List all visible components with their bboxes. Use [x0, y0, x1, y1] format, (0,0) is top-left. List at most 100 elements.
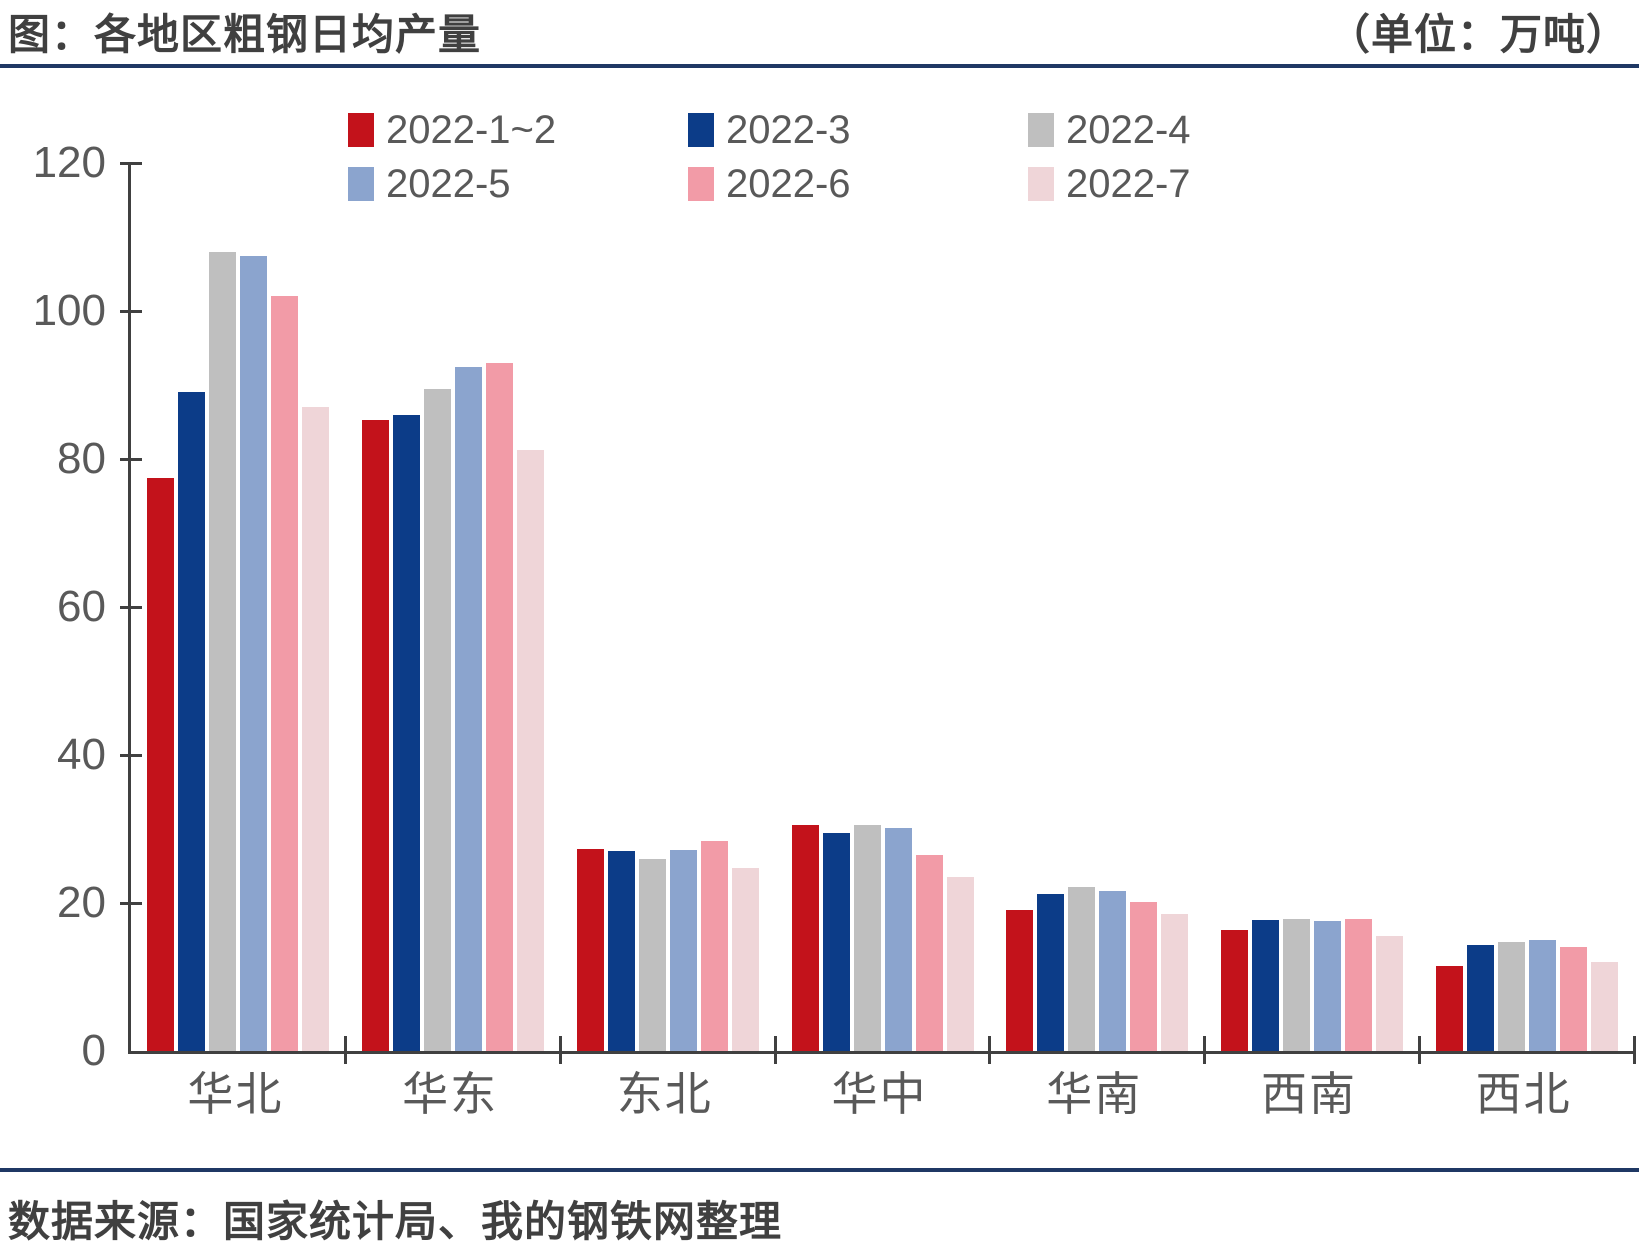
bar-华中-2022-7 [946, 877, 974, 1051]
chart-legend: 2022-1~2 2022-3 2022-4 2022-5 2022-6 2022-7 [348, 110, 1368, 204]
y-axis-tick [120, 901, 142, 905]
legend-item-2022-7: 2022-7 [1028, 164, 1368, 204]
bar-西南-2022-6 [1344, 918, 1372, 1051]
x-axis-category-label: 华南 [1046, 1068, 1143, 1120]
bar-东北-2022-1~2 [576, 849, 604, 1051]
y-axis-tick-label: 120 [32, 138, 106, 187]
bar-group-华北 [131, 163, 346, 1051]
bar-华南-2022-7 [1161, 914, 1189, 1051]
bar-groups [131, 163, 1634, 1051]
legend-label: 2022-6 [726, 162, 851, 206]
bar-华南-2022-4 [1068, 886, 1096, 1051]
y-axis-labels: 0 20 40 60 80 100 120 [0, 139, 106, 1075]
bar-华中-2022-5 [884, 827, 912, 1051]
bar-华东-2022-4 [424, 388, 452, 1051]
y-axis-tick [120, 309, 142, 313]
legend-swatch [688, 167, 714, 201]
chart-header: 图：各地区粗钢日均产量 （单位：万吨） [0, 0, 1639, 68]
y-axis-tick-label: 60 [57, 582, 106, 631]
x-axis-category-label: 华东 [402, 1068, 499, 1120]
bar-华南-2022-3 [1037, 894, 1065, 1051]
legend-swatch [1028, 167, 1054, 201]
bar-西南-2022-1~2 [1220, 929, 1248, 1051]
bar-华北-2022-7 [302, 407, 330, 1051]
y-axis-tick-label: 40 [57, 730, 106, 779]
x-axis-category-label: 东北 [616, 1068, 713, 1120]
x-axis-category-label: 华北 [187, 1068, 284, 1120]
y-axis-tick [120, 753, 142, 757]
bar-西南-2022-4 [1282, 918, 1310, 1051]
chart-unit-label: （单位：万吨） [1327, 11, 1629, 58]
bar-华东-2022-7 [517, 450, 545, 1051]
bar-华北-2022-5 [240, 255, 268, 1051]
bar-华北-2022-3 [178, 392, 206, 1051]
bar-华北-2022-4 [209, 251, 237, 1051]
bar-group-华南 [990, 163, 1205, 1051]
bar-西北-2022-4 [1497, 942, 1525, 1051]
bar-华北-2022-1~2 [147, 477, 175, 1051]
x-axis-tick [1632, 1036, 1636, 1064]
x-axis-tick [988, 1036, 992, 1064]
bar-华东-2022-6 [486, 362, 514, 1051]
x-axis-tick [1417, 1036, 1421, 1064]
bar-西北-2022-5 [1528, 940, 1556, 1051]
chart-area: 2022-1~2 2022-3 2022-4 2022-5 2022-6 2022-7 0… [0, 68, 1639, 1168]
legend-swatch [348, 167, 374, 201]
legend-label: 2022-3 [726, 108, 851, 152]
bar-西北-2022-6 [1559, 947, 1587, 1051]
bar-西南-2022-5 [1313, 920, 1341, 1051]
legend-label: 2022-5 [386, 162, 511, 206]
bar-西南-2022-7 [1375, 936, 1403, 1051]
bar-华中-2022-3 [822, 832, 850, 1051]
bar-华南-2022-1~2 [1006, 909, 1034, 1051]
bar-group-华东 [346, 163, 561, 1051]
bar-group-华中 [775, 163, 990, 1051]
bar-华南-2022-5 [1099, 891, 1127, 1051]
x-axis-category-label: 西南 [1260, 1068, 1357, 1120]
bar-西北-2022-3 [1466, 945, 1494, 1051]
x-axis-category-label: 华中 [831, 1068, 928, 1120]
bar-东北-2022-4 [638, 858, 666, 1051]
legend-label: 2022-4 [1066, 108, 1191, 152]
data-source-note: 数据来源：国家统计局、我的钢铁网整理 [8, 1198, 783, 1245]
x-axis-tick [344, 1036, 348, 1064]
bar-东北-2022-7 [731, 868, 759, 1051]
x-axis-labels: 华北 华东 东北 华中 华南 西南 西北 [128, 1069, 1631, 1120]
chart-footer: 数据来源：国家统计局、我的钢铁网整理 [0, 1168, 1639, 1249]
chart-title: 图：各地区粗钢日均产量 [8, 11, 482, 58]
bar-华中-2022-1~2 [791, 824, 819, 1051]
bar-华中-2022-4 [853, 824, 881, 1051]
legend-label: 2022-7 [1066, 162, 1191, 206]
legend-label: 2022-1~2 [386, 108, 557, 152]
y-axis-tick-label: 0 [81, 1026, 106, 1075]
y-axis-tick [120, 161, 142, 165]
bar-华南-2022-6 [1130, 901, 1158, 1051]
y-axis-tick-label: 20 [57, 878, 106, 927]
legend-swatch [348, 113, 374, 147]
bar-东北-2022-6 [700, 840, 728, 1051]
bar-华东-2022-1~2 [362, 419, 390, 1051]
y-axis-tick-label: 80 [57, 434, 106, 483]
legend-item-2022-6: 2022-6 [688, 164, 1028, 204]
bar-东北-2022-3 [607, 850, 635, 1051]
bar-华北-2022-6 [271, 296, 299, 1051]
legend-item-2022-3: 2022-3 [688, 110, 1028, 150]
legend-item-2022-4: 2022-4 [1028, 110, 1368, 150]
bar-西北-2022-1~2 [1435, 965, 1463, 1051]
bar-group-西北 [1419, 163, 1634, 1051]
legend-swatch [1028, 113, 1054, 147]
y-axis-tick [120, 605, 142, 609]
bar-group-西南 [1205, 163, 1420, 1051]
bar-西南-2022-3 [1251, 920, 1279, 1051]
bar-华东-2022-5 [455, 366, 483, 1051]
bar-华东-2022-3 [393, 414, 421, 1051]
bar-东北-2022-5 [669, 849, 697, 1051]
legend-swatch [688, 113, 714, 147]
bar-group-东北 [560, 163, 775, 1051]
x-axis-tick [558, 1036, 562, 1064]
bar-华中-2022-6 [915, 854, 943, 1051]
plot-area [120, 161, 1636, 1064]
legend-item-2022-5: 2022-5 [348, 164, 688, 204]
x-axis-tick [773, 1036, 777, 1064]
